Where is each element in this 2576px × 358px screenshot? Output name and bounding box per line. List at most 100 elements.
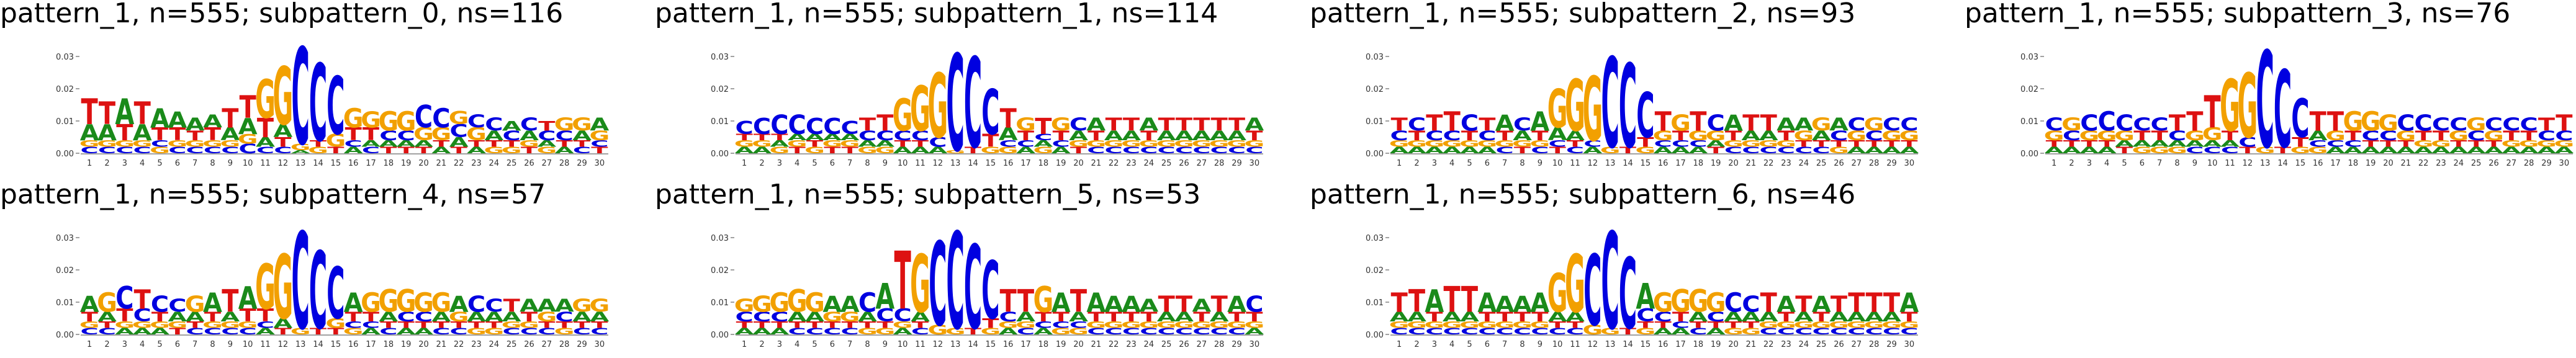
logo-letter: G <box>2255 145 2276 156</box>
logo-letter: A <box>361 139 381 150</box>
logo-letter: C <box>415 309 433 324</box>
logo-letter: A <box>520 128 539 143</box>
logo-letter: G <box>1776 320 1796 331</box>
logo-letter: G <box>255 68 276 130</box>
logo-letter: G <box>361 107 381 132</box>
logo-letter: C <box>1865 326 1883 337</box>
logo-letter: T <box>1140 128 1157 143</box>
logo-letter: C <box>115 145 133 156</box>
logo-letter: A <box>273 316 292 331</box>
logo-letter: C <box>1724 287 1742 318</box>
x-tick-label: 30 <box>1250 159 1260 168</box>
logo-letter: A <box>1016 145 1036 156</box>
x-tick-label: 13 <box>950 159 961 168</box>
logo-letter: C <box>1210 145 1228 156</box>
logo-letter: T <box>538 119 555 134</box>
logo-letter: C <box>186 145 204 156</box>
x-tick-label: 24 <box>1799 159 1809 168</box>
x-tick-label: 22 <box>454 159 464 168</box>
logo-letter: G <box>2308 145 2328 156</box>
logo-letter: C <box>736 309 754 324</box>
logo-letter: C <box>2274 50 2292 172</box>
x-tick-label: 30 <box>1250 340 1260 349</box>
x-tick-label: 11 <box>1570 340 1580 349</box>
logo-letter: C <box>1052 139 1070 150</box>
logo-letter: T <box>912 139 929 150</box>
logo-letter: T <box>842 320 859 331</box>
logo-letter: A <box>186 115 205 135</box>
x-tick-label: 16 <box>1003 340 1014 349</box>
logo-letter: C <box>379 128 397 143</box>
logo-letter: C <box>239 326 257 337</box>
logo-letter: C <box>1813 326 1831 337</box>
logo-letter: T <box>965 326 982 337</box>
logo-letter: G <box>787 283 808 320</box>
logo-letter: T <box>2503 128 2520 143</box>
logo-letter: C <box>999 309 1017 324</box>
logo-letter: C <box>1795 145 1813 156</box>
logo-letter: A <box>928 145 948 156</box>
logo-letter: A <box>1104 292 1124 317</box>
logo-letter: G <box>1407 139 1427 150</box>
logo-letter: G <box>1529 320 1550 331</box>
logo-letter: G <box>1635 145 1655 156</box>
logo-letter: T <box>415 320 433 331</box>
logo-letter: T <box>468 139 485 150</box>
logo-letter: T <box>1848 139 1865 150</box>
logo-letter: G <box>2097 128 2117 143</box>
x-tick-label: 28 <box>1214 159 1225 168</box>
x-tick-label: 23 <box>1126 159 1137 168</box>
logo-letter: C <box>327 254 345 336</box>
logo-letter: G <box>1899 320 1919 331</box>
x-tick-label: 20 <box>1073 159 1084 168</box>
x-tick-label: 24 <box>489 159 500 168</box>
logo-letter: T <box>2433 128 2449 143</box>
logo-letter: T <box>982 316 999 331</box>
x-tick-label: 3 <box>1432 340 1437 349</box>
x-tick-label: 5 <box>157 340 162 349</box>
x-tick-label: 14 <box>1623 340 1633 349</box>
logo-letter: C <box>788 326 806 337</box>
x-tick-label: 29 <box>2541 159 2552 168</box>
logo-letter: G <box>857 145 878 156</box>
logo-letter: A <box>203 112 222 132</box>
logo-letter: A <box>1460 309 1479 324</box>
x-tick-label: 17 <box>2330 159 2341 168</box>
logo-letter: G <box>378 283 399 320</box>
logo-letter: A <box>1086 287 1106 318</box>
logo-letter: G <box>2395 128 2416 143</box>
logo-letter: T <box>842 145 859 156</box>
x-tick-label: 7 <box>847 159 852 168</box>
logo-letter: C <box>1689 326 1707 337</box>
logo-letter: A <box>1425 283 1444 320</box>
logo-letter: C <box>2397 110 2415 136</box>
logo-letter: G <box>875 326 895 337</box>
x-tick-label: 20 <box>418 340 429 349</box>
logo-letter: T <box>824 320 841 331</box>
logo-letter: G <box>1881 320 1902 331</box>
logo-letter: A <box>893 145 913 156</box>
logo-letter: A <box>1671 145 1691 156</box>
logo-letter: A <box>1139 296 1158 316</box>
logo-letter: A <box>2467 145 2487 156</box>
logo-letter: G <box>840 309 860 324</box>
x-tick-label: 12 <box>2243 159 2253 168</box>
logo-letter: A <box>1565 309 1585 324</box>
y-tick-label: 0.02 <box>1366 85 1384 94</box>
logo-letter: G <box>572 115 592 135</box>
logo-letter: T <box>1637 135 1654 150</box>
logo-letter: T <box>771 132 788 143</box>
logo-letter: A <box>1227 292 1247 317</box>
x-tick-label: 25 <box>2471 159 2482 168</box>
logo-letter: T <box>1088 128 1104 143</box>
logo-letter: C <box>1566 326 1584 337</box>
logo-letter: C <box>292 205 310 358</box>
logo-letter: C <box>2467 128 2485 143</box>
logo-letter: C <box>1228 145 1246 156</box>
logo-letter: T <box>2169 110 2186 136</box>
logo-letter: T <box>1461 279 1479 320</box>
chart-title: pattern_1, n=555; subpattern_2, ns=93 <box>1310 0 1856 29</box>
logo-letter: T <box>1619 145 1637 156</box>
logo-letter: T <box>1531 309 1548 324</box>
logo-letter: A <box>1477 145 1497 156</box>
